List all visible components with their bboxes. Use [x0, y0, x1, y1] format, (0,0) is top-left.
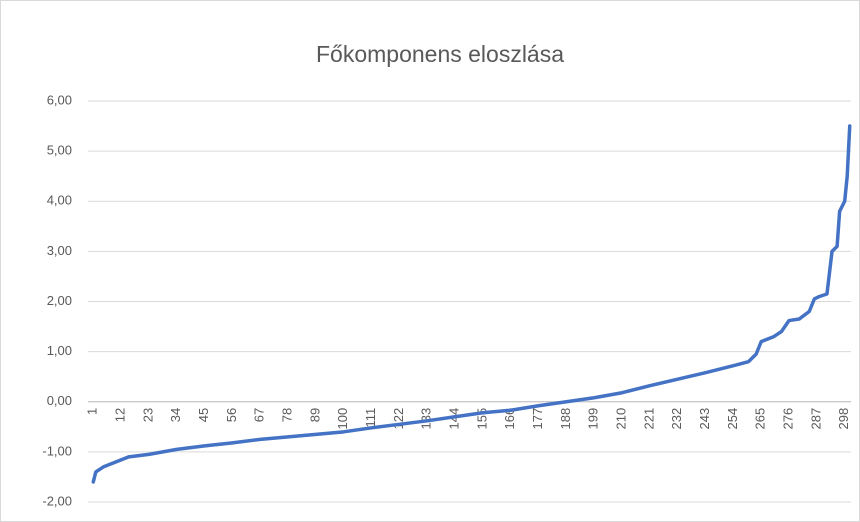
x-tick-label: 12: [113, 408, 128, 422]
x-tick-label: 265: [753, 408, 768, 430]
y-tick-label: -2,00: [42, 493, 72, 508]
x-tick-label: 89: [307, 408, 322, 422]
x-tick-label: 188: [558, 408, 573, 430]
x-tick-label: 254: [725, 408, 740, 430]
chart-title: Főkomponens eloszlása: [316, 41, 564, 67]
x-tick-label: 210: [613, 408, 628, 430]
x-tick-label: 177: [530, 408, 545, 430]
x-tick-label: 166: [502, 408, 517, 430]
y-tick-label: 6,00: [47, 92, 72, 107]
x-tick-label: 45: [196, 408, 211, 422]
y-tick-label: 4,00: [47, 193, 72, 208]
x-tick-label: 1: [85, 408, 100, 415]
x-tick-label: 243: [697, 408, 712, 430]
x-tick-label: 78: [280, 408, 295, 422]
x-tick-label: 23: [140, 408, 155, 422]
x-tick-label: 34: [168, 408, 183, 422]
y-tick-label: 3,00: [47, 243, 72, 258]
x-tick-label: 287: [808, 408, 823, 430]
x-tick-label: 67: [252, 408, 267, 422]
x-tick-label: 56: [224, 408, 239, 422]
data-line: [91, 124, 852, 484]
y-tick-label: 2,00: [47, 293, 72, 308]
x-tick-label: 221: [641, 408, 656, 430]
y-tick-label: 1,00: [47, 343, 72, 358]
x-tick-label: 111: [363, 408, 378, 428]
x-tick-label: 298: [836, 408, 851, 430]
x-tick-label: 100: [335, 408, 350, 430]
x-tick-label: 133: [419, 408, 434, 430]
y-tick-label: 5,00: [47, 143, 72, 158]
y-tick-label: 0,00: [47, 393, 72, 408]
x-tick-label: 232: [669, 408, 684, 430]
y-tick-label: -1,00: [42, 443, 72, 458]
x-tick-label: 276: [780, 408, 795, 430]
x-tick-label: 199: [586, 408, 601, 430]
